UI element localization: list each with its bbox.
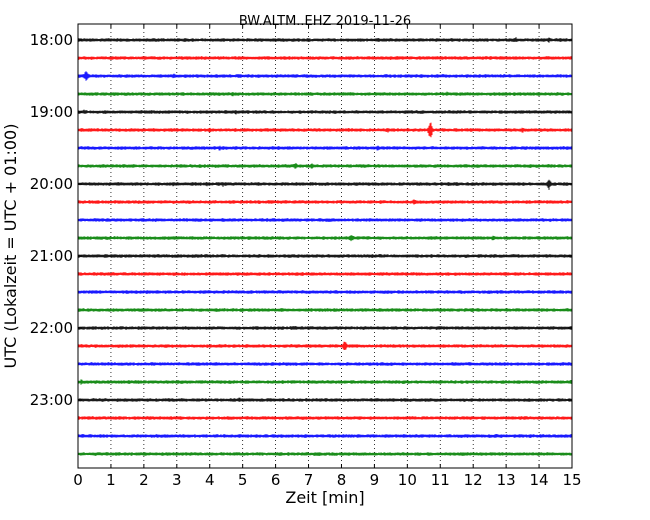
- seismogram-trace: [77, 397, 573, 402]
- x-tick-label: 12: [464, 471, 483, 489]
- y-tick-label: 19:00: [30, 103, 73, 121]
- seismogram-trace: [77, 254, 573, 258]
- x-tick-label: 9: [370, 471, 380, 489]
- x-tick-label: 0: [73, 471, 83, 489]
- seismogram-trace: [77, 56, 573, 60]
- y-axis-label: UTC (Lokalzeit = UTC + 01:00): [1, 124, 20, 369]
- x-tick-label: 10: [398, 471, 417, 489]
- x-tick-label: 11: [431, 471, 450, 489]
- seismogram-traces: [77, 37, 573, 456]
- x-tick-label: 5: [238, 471, 248, 489]
- chart-title: BW.ALTM..EHZ 2019-11-26: [239, 14, 411, 29]
- x-tick-label: 14: [530, 471, 549, 489]
- seismogram-trace: [77, 326, 573, 330]
- y-tick-label: 23:00: [30, 391, 73, 409]
- seismogram-trace: [77, 145, 573, 151]
- seismogram-trace: [77, 452, 573, 456]
- y-tick-label: 20:00: [30, 175, 73, 193]
- x-tick-label: 6: [271, 471, 281, 489]
- seismogram-trace: [77, 379, 573, 385]
- seismogram-trace: [77, 71, 573, 81]
- seismogram-trace: [77, 416, 573, 420]
- seismogram-trace: [77, 362, 573, 366]
- seismogram-trace: [77, 109, 573, 115]
- x-tick-label: 1: [106, 471, 116, 489]
- y-tick-label: 18:00: [30, 31, 73, 49]
- x-tick-label: 3: [172, 471, 182, 489]
- plot-frame: [77, 23, 573, 469]
- seismogram-trace: [77, 341, 573, 350]
- seismogram-trace: [77, 163, 573, 169]
- seismogram-trace: [77, 179, 573, 190]
- seismogram-trace: [77, 199, 573, 205]
- x-tick-label: 15: [562, 471, 581, 489]
- seismogram-trace: [77, 434, 573, 438]
- y-axis-ticks: 18:00 19:00 20:00 21:00 22:00 23:00: [30, 31, 572, 409]
- y-tick-label: 22:00: [30, 319, 73, 337]
- seismogram-trace: [77, 218, 573, 222]
- x-tick-label: 8: [337, 471, 347, 489]
- x-tick-label: 7: [304, 471, 314, 489]
- seismogram-trace: [77, 272, 573, 276]
- x-axis-ticks: 0 1 2 3 4 5 6 7 8 9 10 11 12 13 14 15: [73, 24, 582, 489]
- seismogram-trace: [77, 235, 573, 242]
- seismogram-trace: [77, 91, 573, 97]
- seismogram-trace: [77, 308, 573, 312]
- x-tick-label: 13: [497, 471, 516, 489]
- x-tick-label: 4: [205, 471, 215, 489]
- seismogram-trace: [77, 290, 573, 294]
- seismogram-trace: [77, 37, 573, 43]
- x-axis-label: Zeit [min]: [285, 488, 364, 507]
- x-tick-label: 2: [139, 471, 149, 489]
- y-tick-label: 21:00: [30, 247, 73, 265]
- seismogram-trace: [77, 122, 573, 138]
